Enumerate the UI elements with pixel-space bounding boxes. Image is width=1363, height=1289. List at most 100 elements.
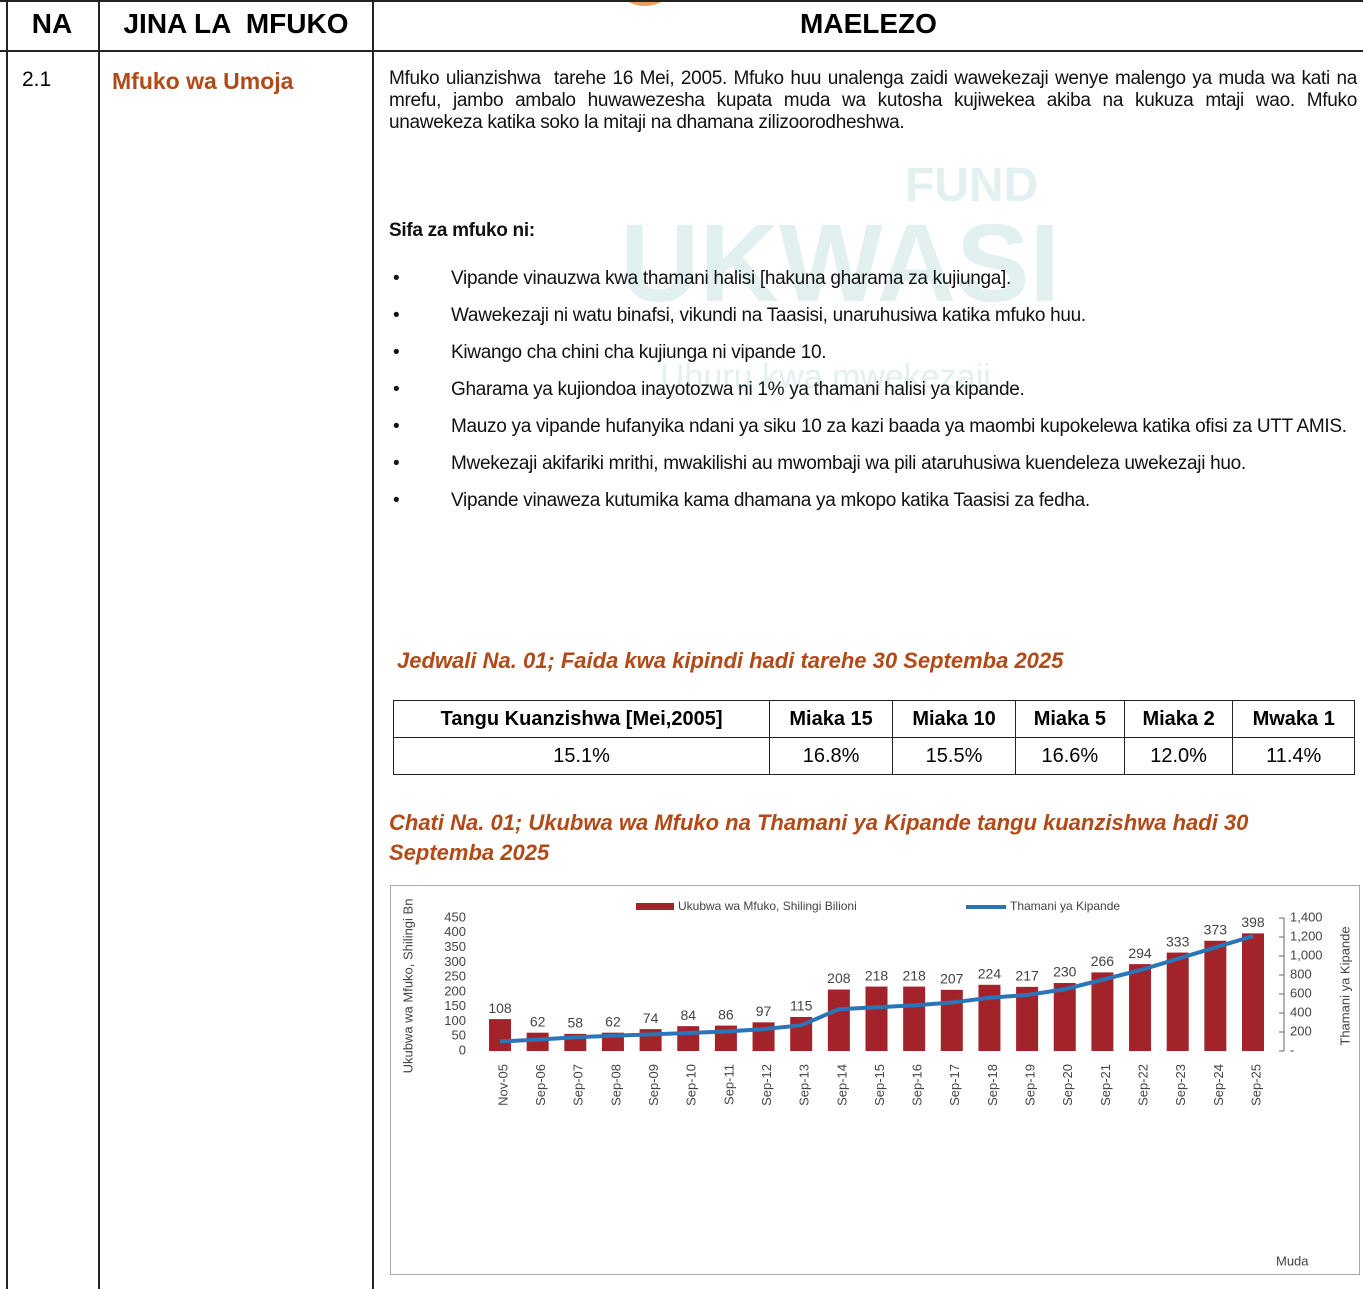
chart-caption: Chati Na. 01; Ukubwa wa Mfuko na Thamani… (389, 810, 1249, 865)
header-cell: JINA LA MFUKO (123, 8, 349, 39)
data-label: 224 (978, 965, 1002, 981)
data-label: 218 (865, 967, 889, 983)
bar (1204, 940, 1227, 1051)
data-label: 208 (827, 970, 851, 986)
border (98, 0, 100, 1289)
data-label: 266 (1091, 953, 1115, 969)
table-cell: 16.6% (1014, 737, 1125, 775)
table-cell: Mwaka 1 (1232, 700, 1355, 738)
x-tick-label: Sep-16 (910, 1064, 925, 1106)
bar (1091, 972, 1114, 1051)
y-tick-label: 400 (444, 924, 466, 939)
bar (827, 989, 850, 1051)
data-label: 62 (530, 1013, 546, 1029)
border (0, 50, 1363, 52)
table-cell: 12.0% (1123, 737, 1234, 775)
legend-label: Ukubwa wa Mfuko, Shilingi Bilioni (678, 899, 857, 913)
bar (1242, 933, 1264, 1051)
feature: Gharama ya kujiondoa inayotozwa ni 1% ya… (389, 379, 1357, 401)
y-tick-label: 100 (444, 1013, 466, 1028)
y2-tick-label: 800 (1290, 966, 1312, 981)
legend-swatch (636, 903, 674, 910)
bar (1053, 983, 1076, 1051)
x-tick-label: Sep-17 (947, 1064, 962, 1106)
bar (865, 986, 888, 1051)
y2-tick-label: 1,000 (1290, 947, 1323, 962)
y-tick-label: 200 (444, 983, 466, 998)
data-label: 62 (605, 1013, 621, 1029)
feature: Vipande vinaweza kutumika kama dhamana y… (389, 490, 1357, 512)
y2-tick-label: - (1290, 1042, 1294, 1057)
x-tick-label: Sep-06 (533, 1064, 548, 1106)
y-tick-label: 150 (444, 998, 466, 1013)
x-tick-label: Nov-05 (495, 1064, 510, 1106)
y-axis-title: Ukubwa wa Mfuko, Shilingi Bn (400, 899, 415, 1074)
y2-tick-label: 600 (1290, 985, 1312, 1000)
bar (940, 989, 963, 1051)
border (6, 0, 8, 1289)
data-label: 108 (488, 1000, 512, 1016)
y-tick-label: 50 (452, 1028, 466, 1043)
table-row: Tangu Kuanzishwa [Mei,2005] Miaka 15 Miaka… (392, 700, 1355, 738)
line (499, 934, 1254, 1044)
x-tick-label: Sep-08 (608, 1064, 623, 1106)
data-label: 58 (568, 1015, 584, 1031)
feature: Kiwango cha chini cha kujiunga ni vipand… (389, 342, 1357, 364)
data-label: 74 (643, 1010, 659, 1026)
x-tick-label: Sep-09 (646, 1064, 661, 1106)
x-tick-label: Sep-24 (1211, 1064, 1226, 1106)
x-tick-label: Sep-07 (571, 1064, 586, 1106)
intro: Mfuko ulianzishwa tarehe 16 Mei, 2005. M… (389, 68, 1362, 133)
features: Vipande vinauzwa kwa thamani halisi [hak… (389, 268, 1357, 527)
y2-axis-title: Thamani ya Kipande (1337, 926, 1352, 1045)
data-label: 115 (790, 998, 813, 1014)
table-cell: 15.1% (392, 737, 771, 775)
x-tick-label: Sep-15 (872, 1064, 887, 1106)
table-cell: Miaka 10 (892, 700, 1016, 738)
data-label: 373 (1204, 921, 1228, 937)
header-cell: MAELEZO (800, 8, 937, 39)
table-row: 15.1% 16.8% 15.5% 16.6% 12.0% 11.4% (392, 737, 1355, 775)
data-label: 86 (718, 1006, 734, 1022)
x-tick-label: Sep-11 (721, 1064, 736, 1105)
x-tick-label: Sep-10 (684, 1064, 699, 1106)
x-tick-label: Sep-21 (1098, 1064, 1113, 1106)
table-caption: Jedwali Na. 01; Faida kwa kipindi hadi t… (397, 648, 1064, 673)
data-label: 84 (680, 1007, 696, 1023)
data-label: 230 (1053, 964, 1077, 980)
row-number: 2.1 (22, 68, 52, 91)
feature: Wawekezaji ni watu binafsi, vikundi na T… (389, 305, 1357, 327)
y-tick-label: 0 (459, 1042, 466, 1057)
data-label: 398 (1241, 914, 1265, 930)
y2-tick-label: 200 (1290, 1023, 1312, 1038)
x-tick-label: Sep-23 (1173, 1064, 1188, 1106)
features-title: Sifa za mfuko ni: (389, 220, 535, 241)
table-cell: Miaka 15 (769, 700, 894, 738)
watermark: FUND (905, 159, 1039, 212)
chart: 050100150200250300350400450-200400600800… (390, 885, 1360, 1275)
feature: Mwekezaji akifariki mrithi, mwakilishi a… (389, 453, 1357, 475)
x-tick-label: Sep-22 (1135, 1064, 1150, 1106)
feature: Vipande vinauzwa kwa thamani halisi [hak… (389, 268, 1357, 290)
table-cell: 16.8% (769, 737, 894, 775)
border (372, 0, 374, 1289)
table-cell: Miaka 5 (1014, 700, 1125, 738)
performance-table: Tangu Kuanzishwa [Mei,2005] Miaka 15 Miaka… (392, 700, 1355, 775)
data-label: 217 (1015, 968, 1039, 984)
x-tick-label: Sep-20 (1060, 1064, 1075, 1106)
bar (1166, 952, 1189, 1051)
table-cell: Tangu Kuanzishwa [Mei,2005] (392, 700, 771, 738)
table-cell: Miaka 2 (1123, 700, 1234, 738)
bar (1129, 964, 1152, 1051)
y-tick-label: 300 (444, 954, 466, 969)
y2-tick-label: 400 (1290, 1004, 1312, 1019)
x-tick-label: Sep-25 (1248, 1064, 1263, 1106)
bar (903, 986, 926, 1051)
data-label: 333 (1166, 933, 1190, 949)
logo (610, 0, 680, 6)
x-tick-label: Sep-18 (985, 1064, 1000, 1106)
bar (489, 1019, 511, 1051)
data-label: 218 (902, 967, 926, 983)
y2-tick-label: 1,400 (1290, 909, 1323, 924)
